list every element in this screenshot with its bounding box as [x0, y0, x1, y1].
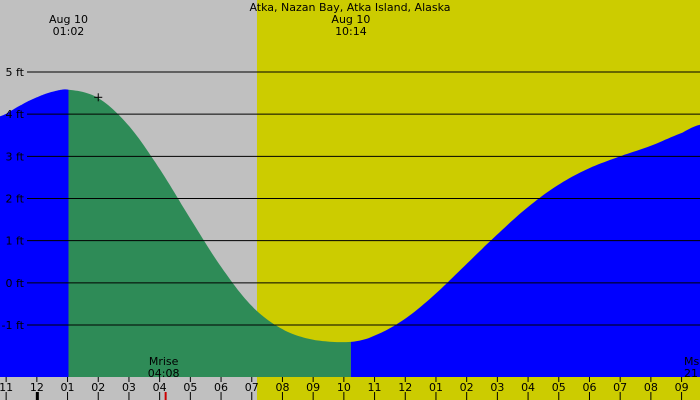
x-tick-label: 09: [306, 381, 320, 394]
tide-segment-highlight: [68, 89, 351, 377]
chart-title: Atka, Nazan Bay, Atka Island, Alaska: [249, 1, 450, 14]
x-tick-label: 12: [398, 381, 412, 394]
x-tick-label: 11: [368, 381, 382, 394]
y-tick-label: 3 ft: [6, 150, 25, 163]
axes: 11 12 01 02 03 04 05 06 07 08 09 10 11 12 01 02 03 04 05 06…: [0, 377, 689, 400]
x-tick-label: 05: [183, 381, 197, 394]
tide-segment-after: [350, 124, 700, 377]
sun-marker: [35, 392, 39, 400]
y-tick-label: 4 ft: [6, 108, 25, 121]
high-tide-time: 01:02: [53, 25, 85, 38]
x-tick-label: 02: [460, 381, 474, 394]
x-tick-label: 12: [30, 381, 44, 394]
tide-area: [0, 89, 700, 378]
x-tick-label: 08: [644, 381, 658, 394]
x-tick-label: 02: [91, 381, 105, 394]
low-tide-date: Aug 10: [331, 13, 370, 26]
x-tick-label: 09: [675, 381, 689, 394]
moonset-label: Ms: [684, 355, 699, 368]
y-tick-label: -1 ft: [2, 319, 25, 332]
x-tick-label: 01: [61, 381, 75, 394]
low-tide-time: 10:14: [335, 25, 367, 38]
x-tick-label: 04: [153, 381, 167, 394]
x-tick-label: 01: [429, 381, 443, 394]
x-tick-label: 04: [521, 381, 535, 394]
moonset-time: 21: [684, 367, 698, 380]
gridlines: -1 ft 0 ft 1 ft 2 ft 3 ft 4 ft 5 ft: [2, 66, 700, 332]
x-tick-label: 06: [582, 381, 596, 394]
moonrise-time: 04:08: [148, 367, 180, 380]
high-tide-date: Aug 10: [49, 13, 88, 26]
x-tick-label: 03: [122, 381, 136, 394]
tide-segment-before: [0, 89, 69, 378]
y-tick-label: 0 ft: [6, 277, 25, 290]
x-tick-label: 07: [245, 381, 259, 394]
y-tick-label: 1 ft: [6, 235, 25, 248]
y-tick-label: 5 ft: [6, 66, 25, 79]
x-tick-label: 11: [0, 381, 13, 394]
x-tick-label: 10: [337, 381, 351, 394]
x-tick-label: 06: [214, 381, 228, 394]
x-tick-label: 07: [613, 381, 627, 394]
markers: [94, 93, 103, 102]
moonrise-label: Mrise: [149, 355, 179, 368]
x-tick-label: 05: [552, 381, 566, 394]
y-tick-label: 2 ft: [6, 193, 25, 206]
x-tick-label: 08: [275, 381, 289, 394]
x-tick-label: 03: [490, 381, 504, 394]
